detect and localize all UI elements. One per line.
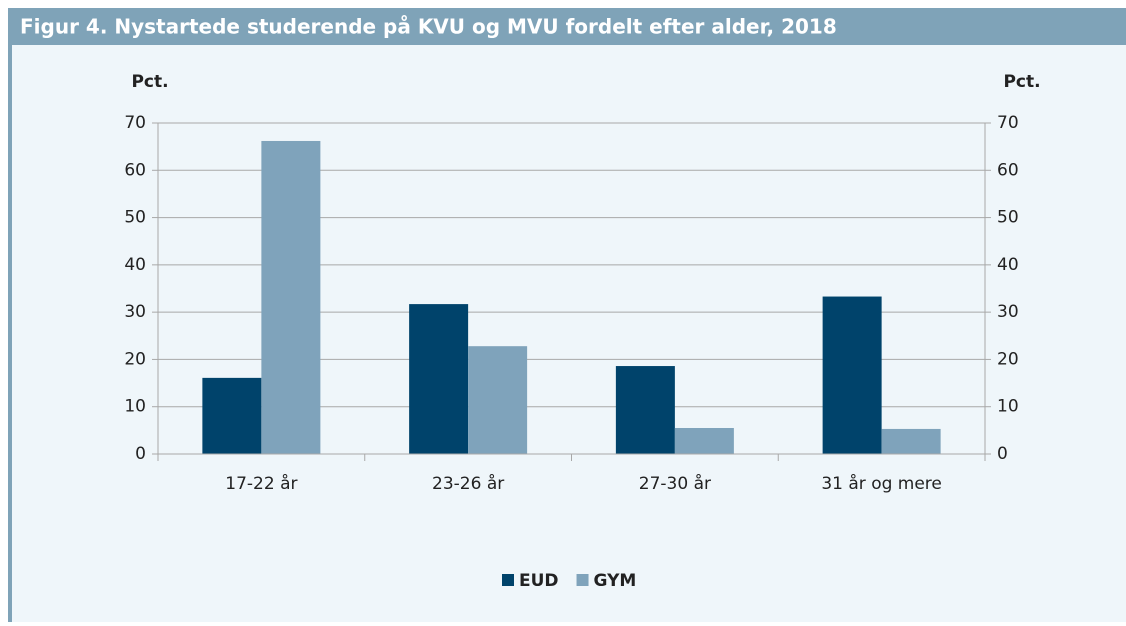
y2-tick-label: 70 <box>997 113 1019 133</box>
y-tick-label: 0 <box>135 444 146 464</box>
legend-swatch <box>576 574 589 586</box>
legend-label: GYM <box>594 571 637 591</box>
chart-title: Figur 4. Nystartede studerende på KVU og… <box>20 15 837 39</box>
bar <box>409 304 469 454</box>
y2-tick-label: 30 <box>997 302 1019 322</box>
bar <box>881 428 941 454</box>
y2-tick-label: 40 <box>997 255 1019 275</box>
bar <box>615 366 675 454</box>
y-tick-label: 40 <box>124 255 146 275</box>
bar <box>202 377 262 454</box>
bar <box>468 346 528 454</box>
y2-tick-label: 60 <box>997 160 1019 180</box>
bar <box>674 427 734 454</box>
y2-tick-label: 0 <box>997 444 1008 464</box>
y-tick-label: 10 <box>124 397 146 417</box>
header-bar <box>8 8 1126 45</box>
bar <box>261 140 321 454</box>
x-tick-label: 27-30 år <box>639 473 711 494</box>
y2-tick-label: 10 <box>997 397 1019 417</box>
bar <box>822 296 882 454</box>
left-border <box>8 8 12 622</box>
y2-axis-label: Pct. <box>1003 72 1040 92</box>
x-tick-label: 23-26 år <box>432 473 504 494</box>
y-tick-label: 50 <box>124 208 146 228</box>
y-tick-label: 70 <box>124 113 146 133</box>
background <box>8 8 1126 622</box>
y-tick-label: 20 <box>124 349 146 369</box>
y-tick-label: 60 <box>124 160 146 180</box>
legend-swatch <box>502 574 514 586</box>
y-axis-label: Pct. <box>131 72 168 92</box>
legend-label: EUD <box>519 571 559 591</box>
x-tick-label: 17-22 år <box>225 473 297 494</box>
y2-tick-label: 20 <box>997 349 1019 369</box>
y2-tick-label: 50 <box>997 208 1019 228</box>
x-tick-label: 31 år og mere <box>821 473 942 494</box>
y-tick-label: 30 <box>124 302 146 322</box>
